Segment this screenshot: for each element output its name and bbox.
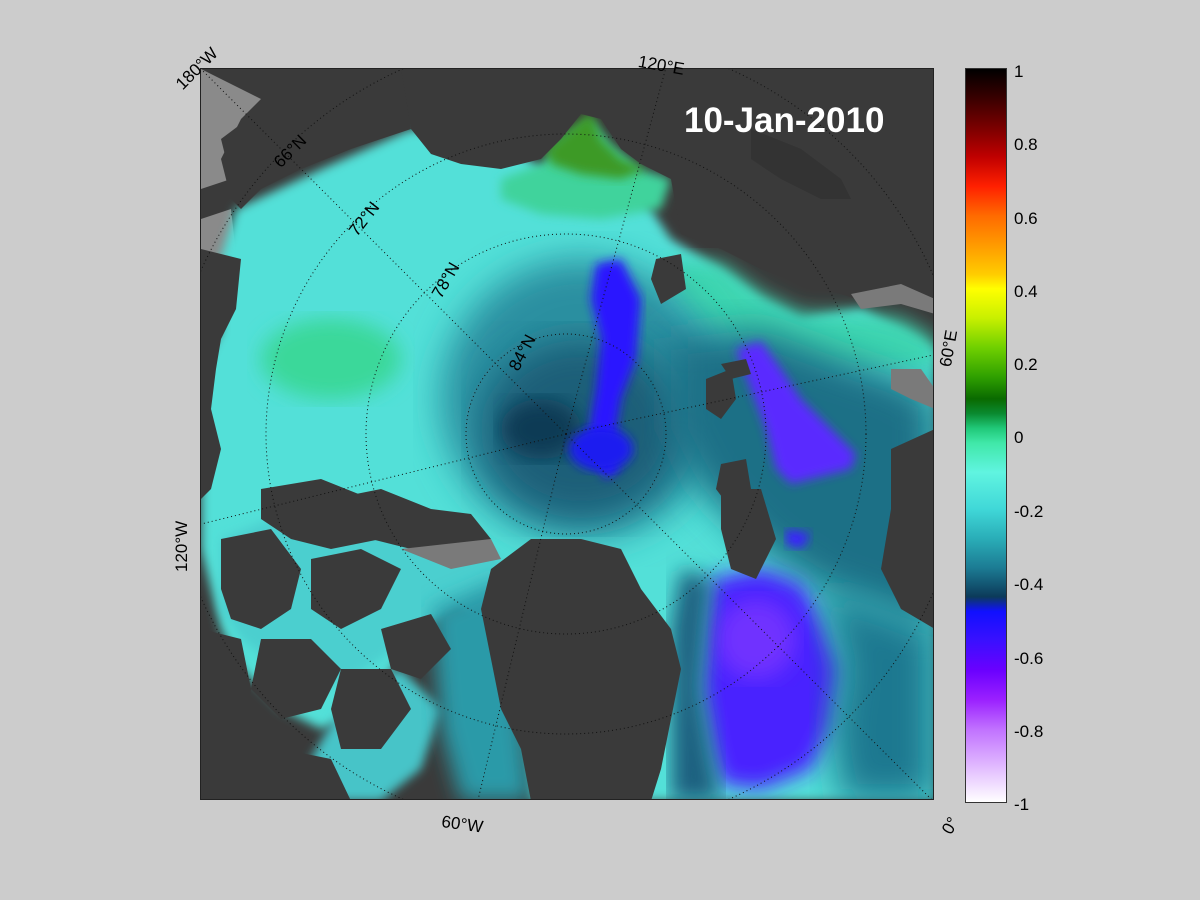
colorbar: [965, 68, 1007, 803]
colorbar-tick: 1: [1014, 62, 1024, 81]
colorbar-tick: -0.6: [1014, 649, 1044, 668]
no-data-region: [201, 69, 271, 189]
colorbar-tick: 0.8: [1014, 135, 1038, 154]
colorbar-tick: 0: [1014, 428, 1024, 447]
land-masses: [201, 69, 933, 799]
colorbar-tick: -0.4: [1014, 575, 1044, 594]
lon-label-60w: 60°W: [440, 812, 485, 837]
ocean-field: [201, 111, 933, 799]
colorbar-tick: -1: [1014, 795, 1030, 814]
map-panel: 10-Jan-2010: [200, 68, 934, 800]
lon-label-120w: 120°W: [172, 520, 191, 572]
graticule: [201, 69, 933, 799]
colorbar-tick: -0.2: [1014, 502, 1044, 521]
colorbar-tick: 0.2: [1014, 355, 1038, 374]
lon-label-0: 0°: [938, 813, 963, 838]
no-data-coasts: [401, 284, 933, 569]
lon-label-60e: 60°E: [936, 328, 962, 369]
date-title: 10-Jan-2010: [684, 101, 885, 140]
colorbar-tick: -0.8: [1014, 722, 1044, 741]
polar-map: [201, 69, 933, 799]
colorbar-tick: 0.6: [1014, 209, 1038, 228]
colorbar-tick: 0.4: [1014, 282, 1038, 301]
